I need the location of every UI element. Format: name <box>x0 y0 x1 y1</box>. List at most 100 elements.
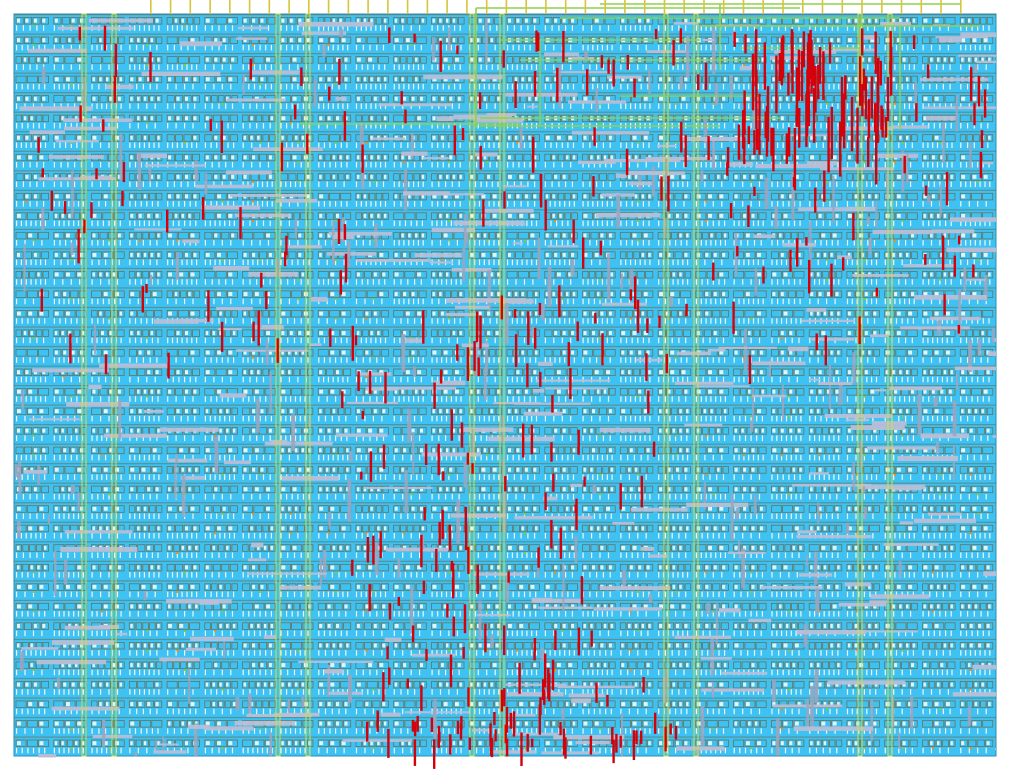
cell-marker <box>440 259 443 262</box>
cell-finger <box>219 220 221 227</box>
cell-finger <box>280 240 282 246</box>
cell-finger <box>705 162 707 168</box>
cell-contact <box>150 38 153 43</box>
cell-finger <box>173 181 175 187</box>
cell-finger <box>634 25 636 31</box>
cell-contact <box>455 57 459 62</box>
cell-finger <box>973 259 975 266</box>
cell-box <box>709 75 716 84</box>
cell-finger <box>846 64 849 70</box>
cell-box <box>674 192 683 201</box>
cell-marker <box>448 83 451 86</box>
cell-finger <box>22 181 24 187</box>
cell-box <box>183 75 192 84</box>
cell-contact <box>868 57 871 62</box>
cell-finger <box>969 240 972 246</box>
cell-contact <box>54 292 58 296</box>
cell-finger <box>43 25 45 31</box>
cell-box <box>128 134 136 142</box>
cell-finger <box>302 123 305 129</box>
cell-box <box>40 192 49 201</box>
cell-box <box>193 212 201 220</box>
cell-contact <box>281 116 286 121</box>
cell-finger <box>658 64 660 70</box>
cell-finger <box>257 201 259 207</box>
cell-finger <box>143 220 145 227</box>
cell-contact <box>408 233 411 238</box>
cell-finger <box>642 240 644 246</box>
cell-marker <box>221 102 224 105</box>
cell-finger <box>587 201 589 207</box>
cell-contact <box>713 253 717 257</box>
cell-finger <box>176 64 178 70</box>
cell-box <box>935 56 942 64</box>
cell-contact <box>931 155 935 160</box>
cell-finger <box>721 142 723 148</box>
cell-finger <box>53 201 55 207</box>
standard-cell <box>128 212 163 227</box>
cell-contact <box>294 135 298 140</box>
cell-box <box>477 173 486 181</box>
cell-box <box>718 192 729 201</box>
cell-finger <box>695 201 697 207</box>
cell-finger <box>611 279 613 285</box>
cell-box <box>155 95 163 103</box>
cell-box <box>229 153 238 162</box>
cell-finger <box>337 279 339 285</box>
cell-box <box>375 192 383 201</box>
cell-finger <box>431 240 433 246</box>
cell-finger <box>286 44 288 51</box>
cell-contact <box>988 57 991 62</box>
cell-box <box>822 36 829 44</box>
cell-box <box>227 17 238 25</box>
cell-finger <box>658 181 660 187</box>
cell-contact <box>17 155 21 160</box>
cell-finger <box>146 298 148 305</box>
cell-contact <box>545 253 549 257</box>
cell-finger <box>167 25 169 31</box>
cell-contact <box>363 18 367 23</box>
cell-finger <box>947 44 949 51</box>
cell-finger <box>191 142 193 148</box>
cell-finger <box>156 240 158 246</box>
cell-finger <box>884 240 886 246</box>
cell-finger <box>853 25 855 31</box>
cell-contact <box>514 135 518 140</box>
cell-finger <box>384 279 386 285</box>
cell-contact <box>981 57 984 62</box>
standard-cell <box>959 17 994 31</box>
cell-finger <box>308 123 310 129</box>
cell-finger <box>267 162 270 168</box>
cell-finger <box>445 44 448 51</box>
cell-box <box>317 75 326 84</box>
cell-contact <box>481 253 486 257</box>
cell-finger <box>625 220 628 227</box>
cell-marker <box>70 259 73 262</box>
cell-box <box>40 134 49 142</box>
cell-box <box>249 134 256 142</box>
cell-finger <box>846 123 849 129</box>
cell-contact <box>157 233 160 238</box>
cell-contact <box>554 174 558 179</box>
cell-finger <box>928 181 930 187</box>
cell-box <box>400 56 407 64</box>
cell-finger <box>860 25 862 31</box>
cell-box <box>831 173 843 181</box>
cell-finger <box>293 279 296 285</box>
cell-box <box>949 173 956 181</box>
cell-finger <box>114 298 116 305</box>
cell-finger <box>863 44 865 51</box>
cell-box <box>32 95 41 103</box>
power-rail <box>14 287 996 289</box>
cell-finger <box>733 123 735 129</box>
cell-contact <box>319 213 323 218</box>
cell-contact <box>54 194 59 199</box>
cell-contact <box>794 174 799 179</box>
cell-finger <box>231 279 234 285</box>
cell-contact <box>832 155 837 160</box>
cell-contact <box>185 253 188 257</box>
cell-finger <box>498 259 500 266</box>
cell-box <box>944 17 956 25</box>
cell-finger <box>686 240 688 246</box>
cell-finger <box>304 181 306 187</box>
